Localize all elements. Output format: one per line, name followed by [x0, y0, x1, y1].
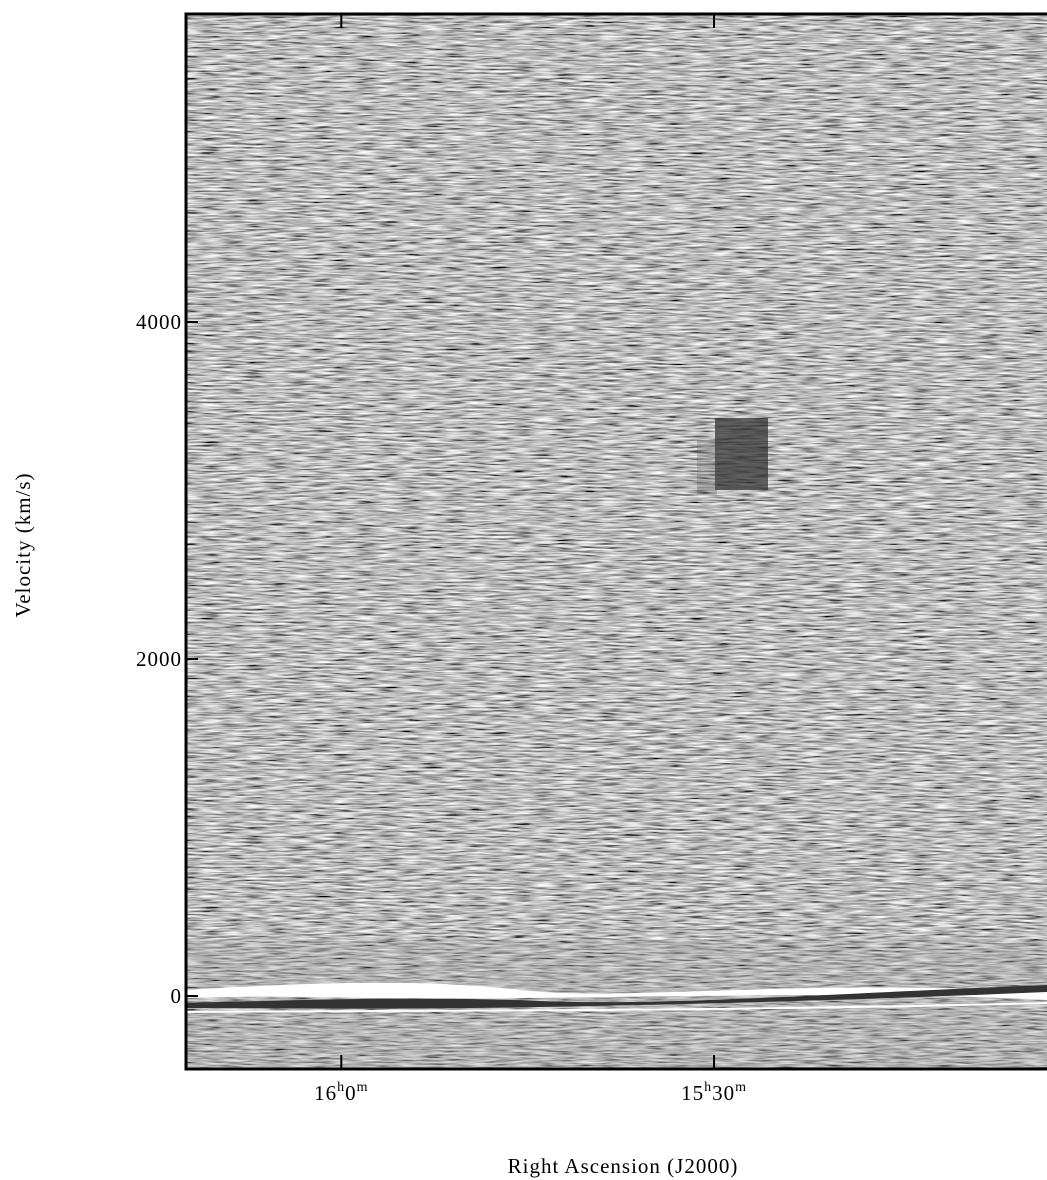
x-tick-unit: m	[735, 1080, 747, 1095]
x-tick-number: 30	[712, 1081, 735, 1105]
x-tick-label: 15h30m	[681, 1080, 747, 1105]
x-tick-unit: m	[357, 1080, 369, 1095]
x-tick-unit: h	[704, 1080, 712, 1095]
x-tick-number: 0	[345, 1081, 357, 1105]
x-tick-number: 15	[681, 1081, 704, 1105]
y-tick-label: 4000	[136, 310, 182, 334]
y-tick-label: 2000	[136, 647, 182, 671]
y-tick-label: 0	[171, 984, 183, 1008]
x-tick-number: 16	[314, 1081, 337, 1105]
pv-image	[186, 14, 1047, 1069]
x-tick-unit: h	[337, 1080, 345, 1095]
x-tick-label: 16h0m	[314, 1080, 368, 1105]
plot-frame	[184, 12, 1047, 1071]
y-axis-label: Velocity (km/s)	[11, 472, 35, 617]
x-axis-label: Right Ascension (J2000)	[508, 1154, 739, 1178]
